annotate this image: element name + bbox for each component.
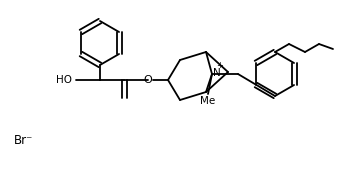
Text: HO: HO: [56, 75, 72, 85]
Text: N: N: [213, 68, 221, 78]
Text: +: +: [216, 62, 223, 70]
Text: Br⁻: Br⁻: [14, 134, 33, 147]
Text: O: O: [144, 75, 152, 85]
Text: Me: Me: [201, 96, 216, 106]
